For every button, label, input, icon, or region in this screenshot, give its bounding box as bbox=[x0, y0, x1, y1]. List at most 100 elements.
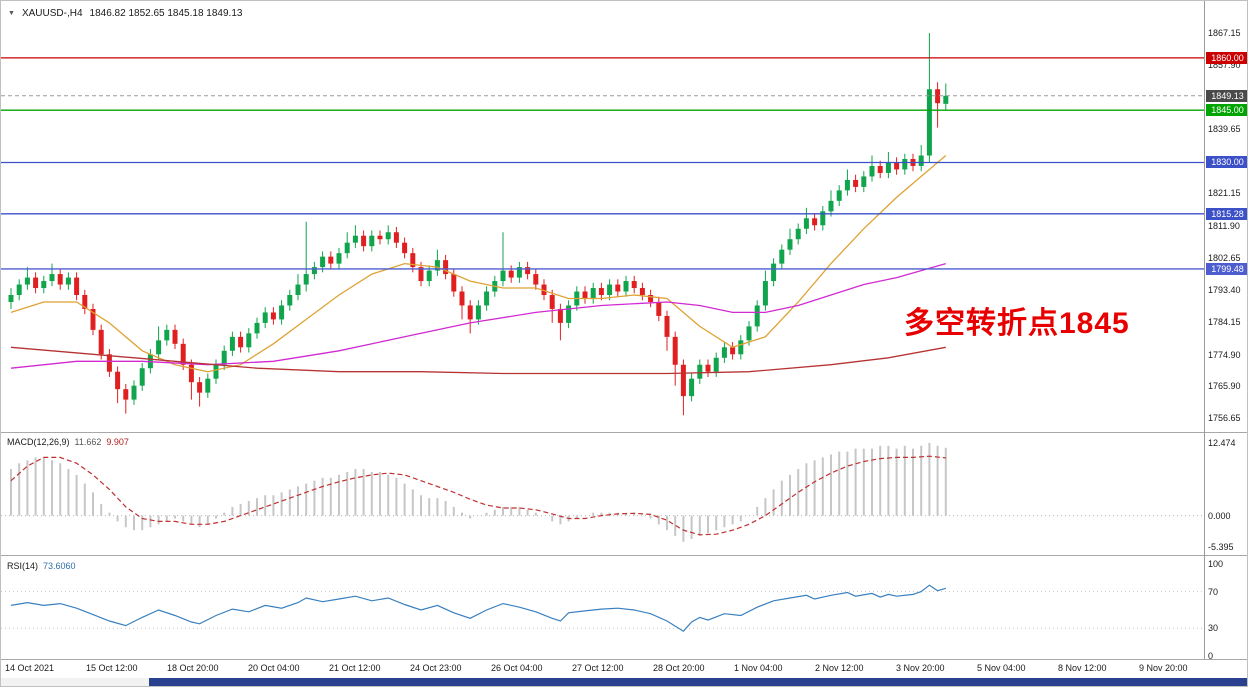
price-axis-label: 1802.65 bbox=[1208, 252, 1241, 263]
rsi-axis-label: 0 bbox=[1208, 651, 1214, 661]
candle-body bbox=[279, 305, 285, 320]
candle-body bbox=[525, 267, 531, 275]
price-level-badge[interactable]: 1830.00 bbox=[1206, 156, 1247, 169]
rsi-axis-label: 30 bbox=[1208, 623, 1219, 634]
candle-body bbox=[57, 274, 63, 285]
time-axis-label: 26 Oct 04:00 bbox=[491, 663, 543, 673]
price-axis-label: 1867.15 bbox=[1208, 27, 1241, 38]
candle-body bbox=[894, 162, 900, 170]
price-level-badge[interactable]: 1860.00 bbox=[1206, 51, 1247, 64]
candle-body bbox=[598, 288, 604, 295]
candle-body bbox=[402, 242, 408, 254]
candle-body bbox=[205, 378, 211, 393]
candle-body bbox=[82, 295, 88, 309]
time-axis-label: 27 Oct 12:00 bbox=[572, 663, 624, 673]
price-level-badge[interactable]: 1799.48 bbox=[1206, 262, 1247, 275]
price-axis-label: 1765.90 bbox=[1208, 381, 1241, 391]
candle-body bbox=[664, 315, 670, 337]
price-level-badge[interactable]: 1815.28 bbox=[1206, 207, 1247, 220]
rsi-axis-label: 70 bbox=[1208, 586, 1219, 597]
candle-body bbox=[393, 232, 399, 243]
candle-body bbox=[180, 343, 186, 365]
candle-body bbox=[229, 336, 235, 351]
candle-body bbox=[697, 364, 703, 379]
time-axis-label: 20 Oct 04:00 bbox=[248, 663, 300, 673]
candle-body bbox=[377, 235, 383, 240]
candle-body bbox=[344, 242, 350, 254]
horizontal-scrollbar-thumb[interactable] bbox=[149, 678, 1247, 686]
candle-body bbox=[65, 277, 71, 285]
rsi-axis-label: 100 bbox=[1208, 559, 1224, 569]
horizontal-scrollbar[interactable] bbox=[1, 678, 1247, 686]
candle-body bbox=[443, 260, 449, 275]
time-axis-label: 28 Oct 20:00 bbox=[653, 663, 705, 673]
candle-body bbox=[311, 267, 317, 275]
time-axis-label: 5 Nov 04:00 bbox=[977, 663, 1026, 673]
candle-body bbox=[434, 260, 440, 271]
current-price-badge: 1849.13 bbox=[1206, 89, 1247, 102]
candle-body bbox=[869, 165, 875, 177]
candle-body bbox=[254, 322, 260, 334]
candle-body bbox=[41, 281, 47, 289]
candle-body bbox=[754, 305, 760, 327]
macd-signal-line bbox=[10, 455, 946, 536]
price-axis-label: 1793.40 bbox=[1208, 285, 1241, 296]
time-axis-label: 14 Oct 2021 bbox=[5, 663, 55, 673]
candle-body bbox=[623, 281, 629, 292]
candle-body bbox=[762, 281, 768, 306]
time-axis[interactable]: 14 Oct 2021 15 Oct 12:00 18 Oct 20:00 20 Oc… bbox=[1, 663, 1247, 677]
candle-body bbox=[418, 267, 424, 282]
candle-body bbox=[803, 218, 809, 229]
price-axis[interactable]: 1867.15 1857.90 1839.65 1821.15 1811.90 1802.… bbox=[1206, 1, 1247, 661]
time-axis-label: 1 Nov 04:00 bbox=[734, 663, 783, 673]
price-axis-label: 1774.90 bbox=[1208, 349, 1241, 360]
candle-body bbox=[771, 263, 777, 282]
chart-symbol-period: XAUUSD-,H4 bbox=[21, 8, 83, 19]
candle-body bbox=[689, 378, 695, 397]
chart-text-annotation: 多空转折点1845 bbox=[904, 307, 1130, 340]
candle-body bbox=[795, 228, 801, 240]
price-axis-label: 1821.15 bbox=[1208, 188, 1241, 199]
candle-body bbox=[156, 340, 162, 355]
time-axis-label: 8 Nov 12:00 bbox=[1058, 663, 1107, 673]
price-axis-label: 1784.15 bbox=[1208, 317, 1241, 328]
candle-body bbox=[885, 162, 891, 173]
candle-body bbox=[541, 284, 547, 295]
candle-body bbox=[607, 284, 613, 295]
macd-axis-label: 0.000 bbox=[1208, 510, 1231, 521]
macd-axis-label: -5.395 bbox=[1208, 542, 1234, 552]
candle-body bbox=[926, 89, 932, 156]
candle-body bbox=[369, 235, 375, 247]
macd-indicator-label: MACD(12,26,9) 11.662 9.907 bbox=[7, 437, 129, 447]
candle-body bbox=[680, 364, 686, 397]
candle-body bbox=[410, 253, 416, 268]
candle-body bbox=[935, 89, 941, 104]
candle-body bbox=[853, 179, 859, 187]
candle-body bbox=[303, 274, 309, 285]
candle-body bbox=[131, 385, 137, 400]
candle-body bbox=[820, 211, 826, 226]
rsi-line bbox=[10, 584, 946, 632]
candle-body bbox=[459, 291, 465, 306]
candle-body bbox=[467, 305, 473, 320]
candle-body bbox=[721, 347, 727, 358]
ma-slow-line bbox=[10, 346, 946, 375]
price-level-badge[interactable]: 1845.00 bbox=[1206, 104, 1247, 117]
candle-body bbox=[582, 291, 588, 299]
candle-body bbox=[656, 301, 662, 316]
candle-body bbox=[705, 364, 711, 372]
candle-body bbox=[508, 270, 514, 278]
candle-body bbox=[861, 176, 867, 187]
time-axis-label: 24 Oct 23:00 bbox=[410, 663, 462, 673]
chart-ohlc-values: 1846.82 1852.65 1845.18 1849.13 bbox=[89, 8, 243, 19]
candle-body bbox=[787, 239, 793, 250]
candle-body bbox=[188, 364, 194, 383]
price-axis-label: 1857.90 bbox=[1208, 60, 1241, 71]
candle-body bbox=[590, 288, 596, 299]
candle-body bbox=[738, 340, 744, 355]
candle-body bbox=[812, 218, 818, 226]
candle-body bbox=[533, 274, 539, 285]
chart-menu-icon[interactable]: ▼ bbox=[8, 9, 15, 17]
